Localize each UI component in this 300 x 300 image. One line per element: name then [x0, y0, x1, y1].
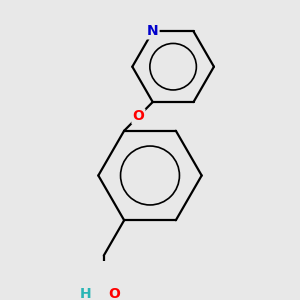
Text: O: O: [108, 287, 120, 300]
Text: N: N: [147, 24, 158, 38]
Text: O: O: [133, 110, 144, 123]
Text: H: H: [80, 287, 92, 300]
